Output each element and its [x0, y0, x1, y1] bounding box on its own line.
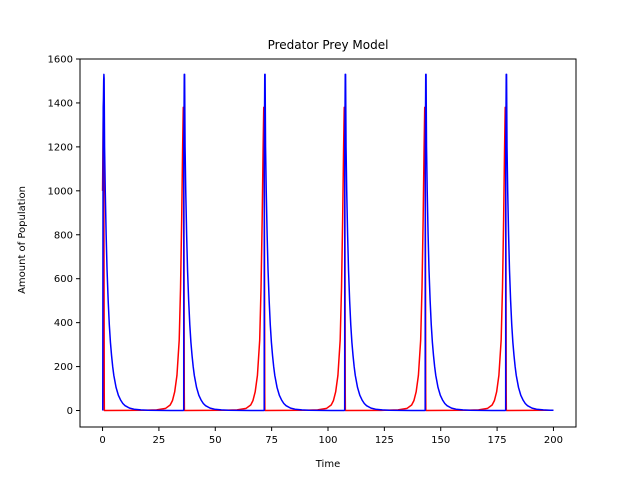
y-tick-label: 0: [67, 406, 73, 417]
plot-area: [80, 59, 576, 427]
series-line-1: [101, 106, 554, 412]
x-axis: 0 25 50 75 100 125 150 175 200: [99, 427, 563, 446]
x-tick-label: 75: [265, 435, 278, 446]
x-tick-label: 25: [153, 435, 166, 446]
y-tick-label: 800: [54, 230, 73, 241]
x-tick-label: 150: [431, 435, 450, 446]
y-tick-label: 1600: [48, 55, 73, 66]
series-line-2: [102, 73, 554, 412]
x-tick-label: 0: [99, 435, 105, 446]
x-tick-label: 50: [209, 435, 222, 446]
y-tick-label: 1000: [48, 186, 73, 197]
x-axis-label: Time: [315, 459, 340, 470]
y-axis: 0 200 400 600 800 1000 1200 1400 1600: [48, 55, 80, 417]
x-tick-label: 100: [318, 435, 337, 446]
x-tick-label: 200: [544, 435, 563, 446]
x-tick-label: 125: [375, 435, 394, 446]
y-tick-label: 1400: [48, 98, 73, 109]
chart-title: Predator Prey Model: [268, 38, 389, 52]
y-axis-label: Amount of Population: [17, 186, 28, 294]
x-tick-label: 175: [488, 435, 507, 446]
y-tick-label: 1200: [48, 142, 73, 153]
y-tick-label: 200: [54, 362, 73, 373]
y-tick-label: 400: [54, 318, 73, 329]
y-tick-label: 600: [54, 274, 73, 285]
plot-background: [80, 59, 576, 427]
